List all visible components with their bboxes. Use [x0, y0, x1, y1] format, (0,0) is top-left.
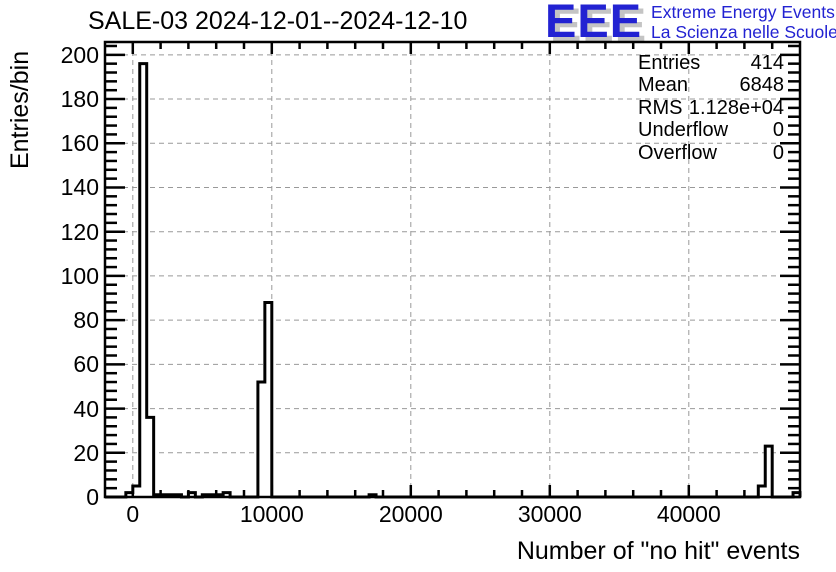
- eee-logo-taglines: Extreme Energy Events La Scienza nelle S…: [651, 2, 836, 42]
- y-tick-label: 20: [73, 439, 99, 466]
- stats-row-underflow: Underflow 0: [638, 119, 784, 141]
- eee-logo: EEE Extreme Energy Events La Scienza nel…: [545, 0, 836, 47]
- y-tick-label: 180: [60, 86, 99, 113]
- y-tick-label: 100: [60, 262, 99, 289]
- stats-row-entries: Entries 414: [638, 52, 784, 74]
- y-tick-label: 60: [73, 351, 99, 378]
- y-tick-label: 0: [86, 484, 99, 510]
- y-tick-label: 80: [73, 307, 99, 334]
- stats-label: Underflow: [638, 119, 729, 142]
- y-tick-label: 40: [73, 395, 99, 422]
- eee-logo-acronym: EEE: [545, 0, 643, 47]
- x-tick-label: 10000: [239, 501, 304, 527]
- stats-value: 6848: [739, 74, 785, 97]
- stats-label: Overflow: [638, 141, 717, 164]
- x-tick-label: 30000: [517, 501, 582, 527]
- stats-box: Entries 414 Mean 6848 RMS 1.128e+04 Unde…: [638, 52, 784, 164]
- plot-title: SALE-03 2024-12-01--2024-12-10: [88, 7, 468, 35]
- x-tick-label: 0: [126, 501, 140, 527]
- y-tick-label: 200: [60, 41, 99, 68]
- x-tick-label: 20000: [378, 501, 443, 527]
- eee-logo-tagline-1: Extreme Energy Events: [651, 2, 835, 22]
- stats-row-overflow: Overflow 0: [638, 142, 784, 164]
- y-tick-label: 140: [60, 174, 99, 201]
- stats-value: 414: [750, 52, 784, 74]
- stats-value: 0: [772, 119, 784, 142]
- stats-row-mean: Mean 6848: [638, 74, 784, 96]
- y-tick-label: 120: [60, 218, 99, 245]
- plot-frame: [103, 40, 802, 499]
- stats-row-rms: RMS 1.128e+04: [638, 97, 784, 119]
- y-tick-label: 160: [60, 130, 99, 157]
- x-axis-title: Number of "no hit" events: [516, 537, 800, 565]
- stats-label: Entries: [638, 52, 701, 74]
- x-tick-label: 40000: [656, 501, 721, 527]
- stats-value: 0: [772, 141, 784, 164]
- stats-label: RMS: [638, 96, 683, 119]
- y-axis-title: Entries/bin: [6, 50, 34, 169]
- eee-logo-tagline-2: La Scienza nelle Scuole: [651, 22, 836, 42]
- stats-value: 1.128e+04: [688, 96, 784, 119]
- stats-label: Mean: [638, 74, 689, 97]
